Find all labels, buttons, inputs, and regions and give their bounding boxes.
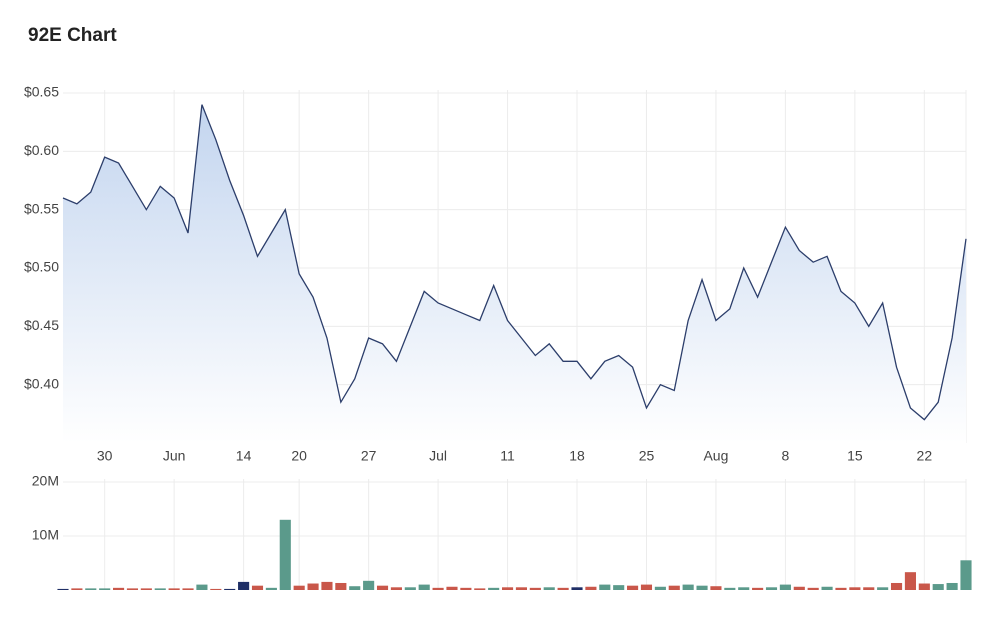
y-tick-label: $0.40 (24, 375, 59, 391)
volume-bar (154, 588, 166, 590)
volume-bar (849, 587, 861, 590)
volume-bar (57, 588, 69, 590)
y-tick-label: $0.65 (24, 84, 59, 100)
volume-bar (474, 588, 486, 590)
volume-bar (877, 587, 889, 590)
volume-bar (418, 584, 430, 590)
volume-bar (793, 586, 805, 590)
volume-bar (515, 587, 528, 590)
x-tick-label: 15 (847, 448, 863, 464)
y-tick-label: $0.55 (24, 200, 59, 216)
volume-bar (918, 583, 930, 590)
volume-bar (279, 519, 291, 590)
volume-bar (821, 586, 833, 590)
volume-bar (557, 587, 569, 590)
volume-bar (99, 588, 111, 590)
volume-bar (765, 587, 778, 590)
volume-bar (738, 587, 750, 590)
chart-title: 92E Chart (28, 25, 117, 46)
volume-bar (613, 585, 625, 590)
volume-bar (182, 588, 194, 590)
volume-bar (501, 587, 514, 590)
volume-bar (321, 581, 333, 590)
volume-bar (404, 587, 416, 590)
volume-bar (265, 587, 277, 590)
volume-bar (307, 583, 319, 590)
volume-bar (210, 588, 222, 590)
volume-bar (682, 584, 694, 590)
x-tick-label: 8 (782, 448, 790, 464)
volume-bar (627, 585, 639, 590)
volume-bar (932, 584, 944, 590)
volume-bar (251, 585, 264, 590)
volume-bar (571, 587, 583, 590)
volume-bar (752, 587, 764, 590)
volume-bar (710, 586, 722, 590)
volume-bar (960, 560, 972, 590)
volume-bar (696, 585, 708, 590)
volume-bar (335, 582, 347, 590)
x-tick-label: 22 (917, 448, 933, 464)
volume-bar (390, 587, 402, 590)
volume-bar (85, 588, 97, 590)
volume-bar (168, 588, 180, 590)
volume-bar (488, 587, 500, 590)
volume-bar (724, 587, 736, 590)
volume-bar (224, 588, 236, 590)
volume-bar (668, 585, 680, 590)
x-tick-label: 25 (639, 448, 655, 464)
volume-bar (890, 582, 903, 590)
volume-bar (126, 588, 139, 590)
y-tick-label: 10M (32, 527, 59, 543)
y-tick-label: $0.50 (24, 259, 59, 275)
volume-bar (779, 584, 791, 590)
volume-bar (196, 584, 208, 590)
volume-bar (529, 587, 541, 590)
x-tick-label: 11 (500, 448, 515, 464)
area-fill (63, 104, 966, 444)
volume-bar (446, 586, 458, 590)
x-tick-label: 14 (236, 448, 252, 464)
volume-bar (863, 587, 875, 590)
x-tick-label: 30 (97, 448, 113, 464)
volume-bar (293, 585, 305, 590)
x-tick-label: Jul (429, 448, 447, 464)
volume-bar (904, 572, 916, 590)
volume-bar (585, 586, 597, 590)
volume-bar (238, 581, 250, 590)
x-tick-label: Jun (163, 448, 186, 464)
y-tick-label: 20M (32, 473, 59, 489)
volume-bar (543, 587, 555, 590)
volume-bar (71, 588, 83, 590)
volume-bar (113, 587, 125, 590)
price-line (62, 104, 967, 421)
volume-bar (835, 587, 847, 590)
volume-bar (349, 586, 361, 590)
x-tick-label: 20 (291, 448, 307, 464)
volume-bar (140, 588, 152, 590)
volume-bar (363, 580, 375, 590)
volume-bar (460, 587, 472, 590)
x-tick-label: Aug (703, 448, 728, 464)
volume-bar (599, 584, 611, 590)
x-tick-label: 18 (569, 448, 585, 464)
y-tick-label: $0.60 (24, 142, 59, 158)
volume-bar (946, 582, 958, 590)
x-tick-label: 27 (361, 448, 377, 464)
y-tick-label: $0.45 (24, 317, 59, 333)
volume-bar (654, 586, 666, 590)
volume-bar (640, 584, 653, 590)
volume-bar (432, 587, 444, 590)
volume-bar (376, 585, 389, 590)
volume-bar (807, 587, 819, 590)
